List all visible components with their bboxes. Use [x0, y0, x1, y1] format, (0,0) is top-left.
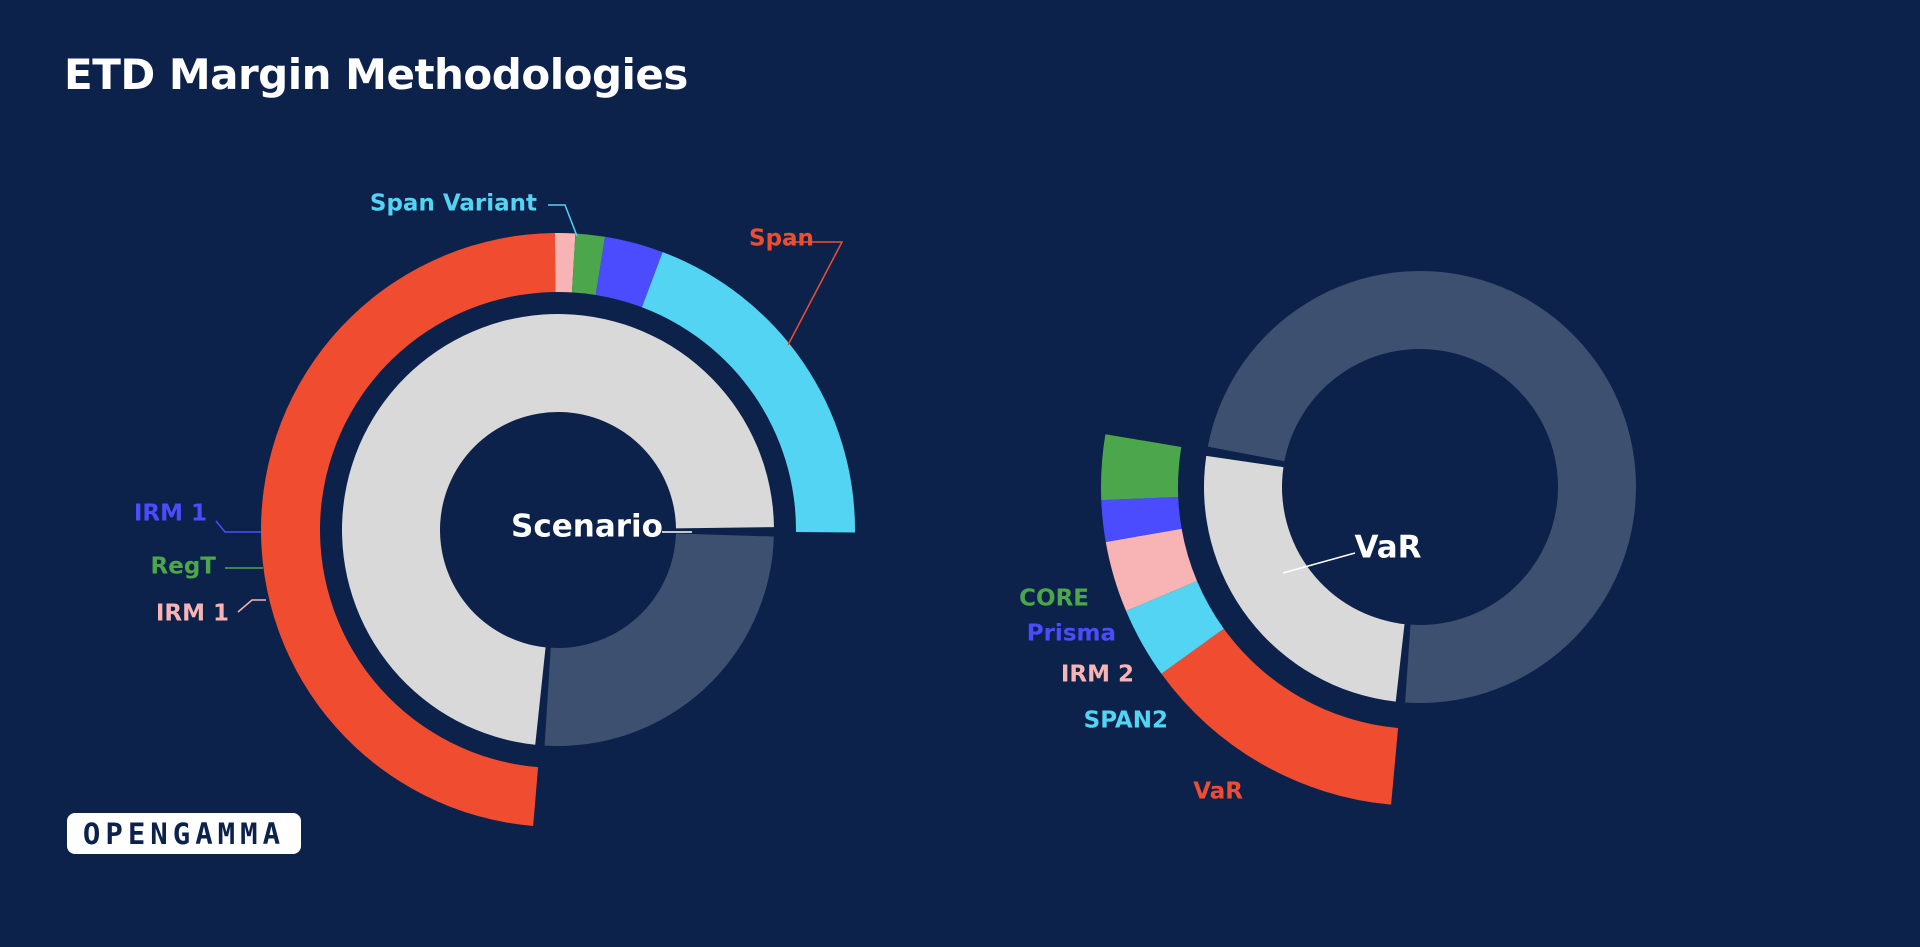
leader-line-span-variant [548, 204, 578, 237]
leader-line-irm-1 [237, 599, 266, 613]
donut-chart-var: VaR VaR SPAN2 IRM 2 Prisma CORE [1019, 271, 1636, 805]
slice-label-prisma: Prisma [1027, 621, 1116, 647]
slice-label-var: VaR [1193, 779, 1243, 805]
outer-slice-span [261, 233, 556, 826]
center-label-leader [1282, 552, 1356, 574]
outer-slice-regt [571, 233, 606, 296]
leader-line-irm-1 [215, 520, 261, 533]
leader-line-span [787, 241, 844, 346]
inner-slice-remainder [1207, 271, 1636, 703]
inner-slice-scenario [341, 314, 774, 745]
outer-slice-var [1161, 628, 1399, 805]
slice-label-span2: SPAN2 [1084, 708, 1168, 734]
donut-chart-scenario: Scenario Span IRM 1 RegT IRM 1 Span Variant [134, 191, 855, 826]
slice-label-irm-1: IRM 1 [156, 601, 229, 627]
outer-slice-span-variant [641, 252, 855, 533]
center-label-var: VaR [1354, 530, 1421, 566]
outer-slice-span2 [1126, 581, 1224, 674]
slice-label-span-variant: Span Variant [370, 191, 537, 217]
inner-slice-remainder [544, 533, 774, 746]
outer-slice-prisma [1101, 496, 1182, 542]
page-title: ETD Margin Methodologies [64, 50, 688, 99]
outer-slice-irm-1 [554, 233, 576, 293]
slice-label-irm-1: IRM 1 [134, 501, 207, 527]
outer-slice-core [1101, 434, 1182, 501]
slice-label-irm-2: IRM 2 [1061, 662, 1134, 688]
outer-slice-irm-2 [1105, 528, 1198, 612]
slice-label-span: Span [749, 226, 814, 252]
slice-label-regt: RegT [151, 554, 217, 580]
inner-slice-var [1204, 455, 1405, 702]
slice-label-core: CORE [1019, 586, 1089, 612]
center-label-scenario: Scenario [511, 509, 663, 545]
outer-slice-irm-1 [595, 236, 663, 308]
opengamma-logo: OPENGAMMA [67, 813, 301, 854]
